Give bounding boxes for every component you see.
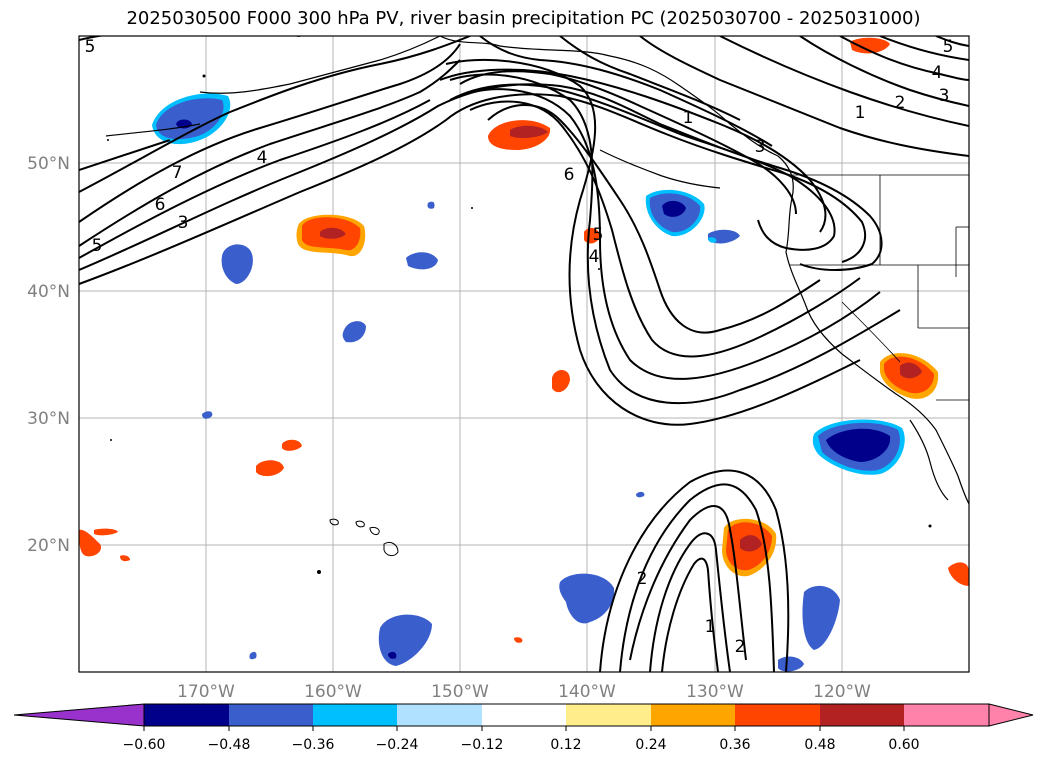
- contour-labels: 5 7 6 3 5 4 6 5 4 1 2 3 4 5 1 3 2 1 2: [85, 37, 954, 657]
- contour-label: 4: [932, 63, 943, 83]
- colorbar-segment: [735, 704, 820, 726]
- colorbar-tick-label: 0.12: [550, 737, 581, 753]
- contour-label: 6: [564, 165, 575, 185]
- lon-label: 120°W: [813, 682, 871, 702]
- colorbar-tick-label: 0.36: [719, 737, 750, 753]
- map-frame: [78, 35, 970, 673]
- colorbar-segment: [651, 704, 735, 726]
- colorbar-tick-label: −0.60: [123, 737, 166, 753]
- colorbar-segment: [820, 704, 904, 726]
- contour-label: 2: [637, 569, 648, 589]
- contour-label: 2: [895, 93, 906, 113]
- contour-label: 1: [855, 103, 866, 123]
- colorbar-segment: [313, 704, 397, 726]
- colorbar-tick-label: −0.24: [376, 737, 419, 753]
- contour-label: 1: [705, 617, 716, 637]
- colorbar-extend-high: [988, 703, 1034, 727]
- small-islands: [107, 74, 932, 574]
- lon-label: 160°W: [304, 682, 362, 702]
- lat-label: 40°N: [27, 282, 70, 302]
- coastlines: [105, 36, 969, 505]
- contour-label: 3: [939, 86, 950, 106]
- contour-label: 5: [85, 37, 96, 57]
- map-title: 2025030500 F000 300 hPa PV, river basin …: [126, 8, 921, 29]
- colorbar: −0.60 −0.48 −0.36 −0.24 −0.12 0.12 0.24 …: [13, 703, 1034, 753]
- lon-label: 130°W: [686, 682, 744, 702]
- lon-label: 140°W: [558, 682, 616, 702]
- contour-label: 4: [257, 148, 268, 168]
- colorbar-tick-label: 0.48: [804, 737, 835, 753]
- lon-label: 150°W: [431, 682, 489, 702]
- pv-contours: [79, 36, 969, 672]
- contour-label: 7: [172, 163, 183, 183]
- colorbar-extend-low: [13, 703, 145, 727]
- colorbar-tick-label: −0.36: [292, 737, 335, 753]
- colorbar-segment: [904, 704, 989, 726]
- lat-label: 20°N: [27, 536, 70, 556]
- lat-label: 50°N: [27, 154, 70, 174]
- contour-label: 5: [593, 225, 604, 245]
- colorbar-tick-label: 0.24: [635, 737, 666, 753]
- contour-label: 5: [943, 37, 954, 57]
- contour-label: 1: [683, 108, 694, 128]
- colorbar-segment: [397, 704, 482, 726]
- contour-label: 5: [92, 236, 103, 256]
- colorbar-tick-label: −0.12: [461, 737, 504, 753]
- colorbar-segment: [144, 704, 229, 726]
- contour-label: 3: [755, 137, 766, 157]
- contour-label: 3: [178, 213, 189, 233]
- colorbar-segment: [482, 704, 566, 726]
- colorbar-segment: [229, 704, 313, 726]
- hawaii-islands: [329, 518, 399, 557]
- contour-label: 4: [589, 247, 600, 267]
- colorbar-tick-label: −0.48: [208, 737, 251, 753]
- lon-label: 170°W: [177, 682, 235, 702]
- colorbar-segment: [566, 704, 651, 726]
- longitude-labels: 170°W 160°W 150°W 140°W 130°W 120°W: [177, 682, 871, 702]
- lat-label: 30°N: [27, 409, 70, 429]
- contour-label: 6: [155, 195, 166, 215]
- latitude-labels: 50°N 40°N 30°N 20°N: [27, 154, 70, 556]
- colorbar-tick-label: 0.60: [888, 737, 919, 753]
- contour-label: 2: [735, 637, 746, 657]
